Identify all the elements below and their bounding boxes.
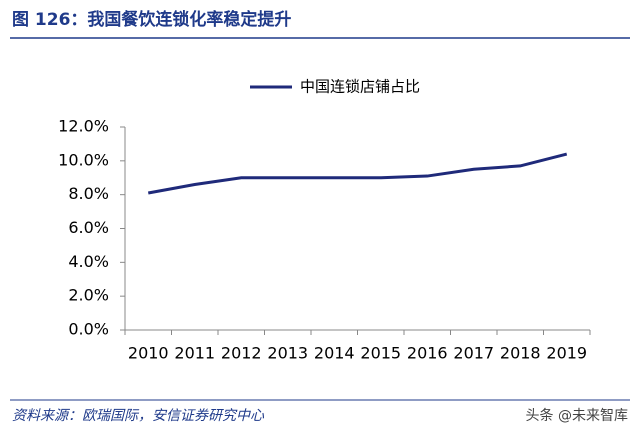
y-tick-label: 0.0%	[68, 320, 109, 339]
x-tick-label: 2015	[360, 344, 401, 363]
x-tick-label: 2016	[407, 344, 448, 363]
x-tick-label: 2017	[453, 344, 494, 363]
x-tick-label: 2019	[546, 344, 587, 363]
y-tick-label: 4.0%	[68, 252, 109, 271]
x-tick-label: 2010	[128, 344, 169, 363]
figure-title: 图 126：我国餐饮连锁化率稳定提升	[12, 9, 291, 30]
legend-label: 中国连锁店铺占比	[300, 78, 420, 96]
y-tick-label: 2.0%	[68, 286, 109, 305]
y-tick-label: 10.0%	[58, 150, 109, 169]
y-tick-label: 6.0%	[68, 218, 109, 237]
x-tick-label: 2014	[314, 344, 355, 363]
x-tick-label: 2013	[267, 344, 308, 363]
x-tick-label: 2011	[174, 344, 215, 363]
x-tick-label: 2012	[221, 344, 262, 363]
y-tick-label: 8.0%	[68, 184, 109, 203]
source: 资料来源：欧瑞国际，安信证券研究中心	[12, 408, 265, 424]
y-tick-label: 12.0%	[58, 117, 109, 136]
x-tick-label: 2018	[500, 344, 541, 363]
watermark: 头条 @未来智库	[526, 407, 628, 424]
line	[147, 152, 568, 195]
